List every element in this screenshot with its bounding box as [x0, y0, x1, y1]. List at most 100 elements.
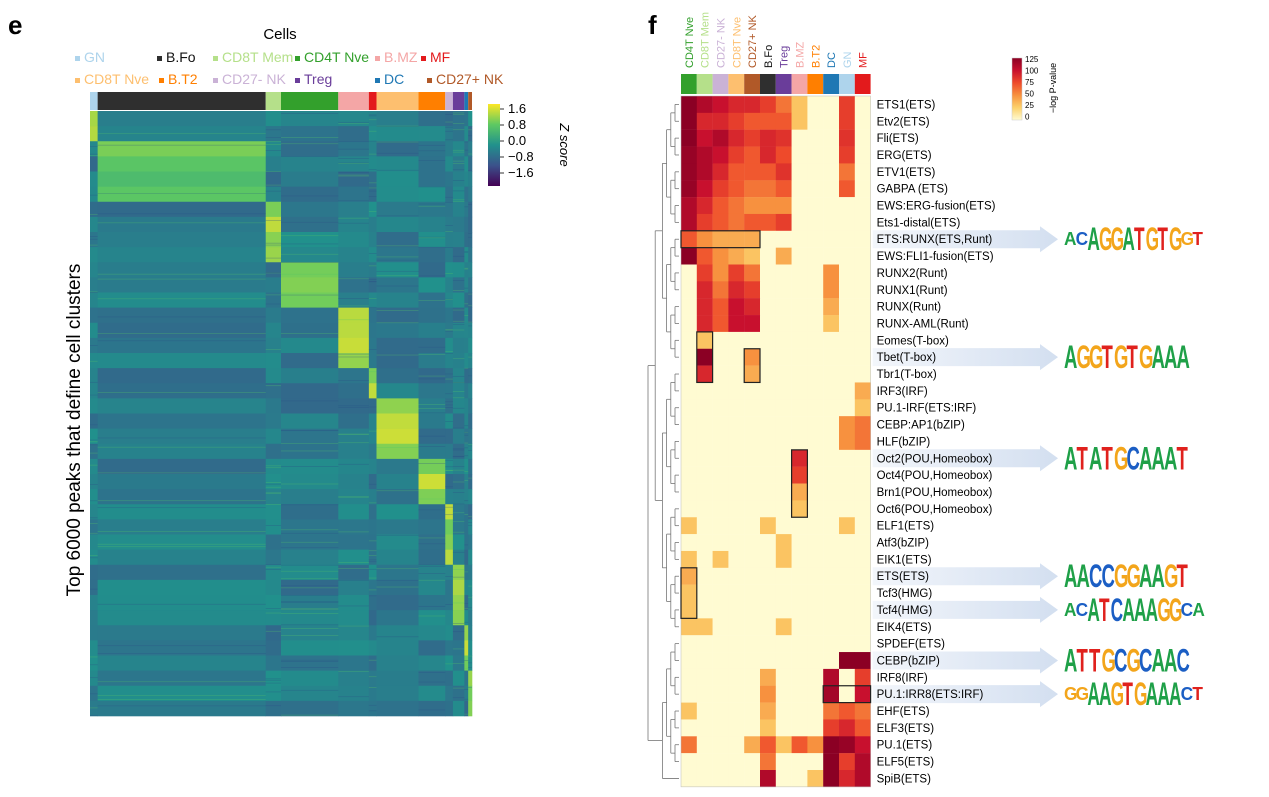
motif-logo-letter: A	[1087, 594, 1099, 629]
heatmap-texture	[452, 113, 465, 115]
motif-heatmap-cell	[696, 129, 713, 147]
heatmap-texture	[368, 561, 377, 563]
heatmap-texture	[468, 524, 472, 526]
heatmap-texture	[265, 682, 281, 684]
heatmap-cell	[418, 262, 446, 278]
heatmap-texture	[265, 257, 281, 259]
heatmap-cell	[281, 549, 339, 566]
motif-heatmap-cell	[681, 281, 697, 299]
motif-logo-letter: A	[1152, 339, 1165, 376]
motif-logo: A A C C GGA A GT	[1064, 558, 1188, 595]
motif-heatmap-cell	[696, 146, 713, 164]
heatmap-cell	[445, 307, 454, 324]
motif-logo-letter: A	[1164, 642, 1177, 679]
motif-heatmap-cell	[712, 298, 729, 316]
heatmap-cell	[338, 595, 370, 611]
heatmap-cell	[97, 156, 267, 172]
heatmap-cell	[281, 337, 339, 354]
heatmap-texture	[464, 480, 469, 481]
motif-heatmap-cell	[728, 96, 745, 114]
heatmap-texture	[281, 504, 339, 506]
heatmap-texture	[452, 481, 465, 483]
motif-heatmap-cell	[681, 96, 697, 114]
motif-heatmap-cell	[681, 197, 697, 215]
heatmap-cell	[452, 307, 465, 324]
heatmap-cell	[368, 398, 377, 414]
motif-heatmap-cell	[839, 702, 855, 720]
heatmap-cell	[265, 443, 282, 460]
legend-swatch	[157, 56, 162, 61]
motif-heatmap-cell	[712, 770, 729, 788]
heatmap-cell	[452, 186, 465, 203]
heatmap-texture	[468, 445, 472, 447]
motif-heatmap-cell	[807, 163, 824, 181]
heatmap-cell	[464, 368, 469, 384]
motif-column-swatch	[775, 74, 792, 94]
motif-heatmap-cell	[760, 652, 776, 670]
motif-column-label: CD4T Nve	[684, 17, 696, 68]
legend-swatch	[375, 56, 380, 61]
heatmap-cell	[445, 111, 454, 127]
motif-heatmap-cell	[823, 247, 840, 265]
heatmap-texture	[468, 662, 472, 664]
heatmap-cell	[265, 383, 282, 399]
heatmap-cell	[368, 292, 377, 308]
motif-logo-letter: C	[1111, 594, 1123, 629]
heatmap-cell	[464, 489, 469, 505]
motif-column-swatch	[760, 74, 776, 94]
heatmap-cell	[281, 504, 339, 520]
motif-heatmap-cell	[791, 315, 808, 333]
heatmap-cell	[338, 700, 370, 717]
legend-swatch	[159, 78, 164, 83]
heatmap-cell	[90, 232, 98, 248]
highlight-box	[696, 331, 714, 384]
heatmap-texture	[464, 287, 469, 289]
heatmap-texture	[376, 568, 419, 570]
heatmap-cell	[265, 685, 282, 702]
heatmap-cell	[368, 126, 377, 142]
motif-heatmap-cell	[823, 382, 840, 400]
heatmap-texture	[338, 531, 369, 533]
heatmap-cell	[368, 156, 377, 172]
heatmap-texture	[464, 425, 469, 427]
heatmap-cell	[468, 247, 473, 263]
motif-column-label: CD8T Nve	[731, 17, 743, 68]
heatmap-texture	[97, 298, 266, 300]
heatmap-cell	[464, 262, 469, 278]
heatmap-cell	[281, 670, 339, 687]
heatmap-texture	[90, 394, 98, 396]
motif-row-label: ETV1(ETS)	[877, 167, 936, 179]
heatmap-texture	[418, 709, 446, 711]
heatmap-cell	[90, 504, 98, 520]
heatmap-texture	[452, 602, 465, 604]
heatmap-cell	[97, 322, 267, 339]
heatmap-texture	[338, 463, 369, 465]
motif-logo: A C A T C A A A GGC A	[1064, 594, 1205, 629]
motif-heatmap-cell	[744, 247, 761, 265]
motif-heatmap-cell	[775, 618, 792, 636]
motif-column-color-bar	[681, 74, 871, 94]
motif-heatmap-cell	[775, 416, 792, 434]
motif-heatmap-cell	[681, 702, 697, 720]
motif-heatmap-cell	[760, 567, 776, 585]
heatmap-texture	[418, 375, 446, 377]
heatmap-cell	[376, 610, 419, 626]
motif-heatmap-cell	[712, 281, 729, 299]
heatmap-cell	[468, 171, 473, 187]
motif-row-label: RUNX(Runt)	[877, 302, 942, 314]
heatmap-cell	[338, 247, 370, 263]
heatmap-cell	[464, 292, 469, 308]
heatmap-cell	[90, 549, 98, 566]
heatmap-texture	[376, 354, 419, 356]
heatmap-cell	[445, 383, 454, 399]
heatmap-cell	[90, 534, 98, 550]
heatmap-texture	[468, 293, 472, 295]
motif-logo-letter: A	[1064, 642, 1077, 679]
heatmap-texture	[376, 270, 419, 272]
motif-heatmap-cell	[696, 550, 713, 568]
heatmap-texture	[445, 298, 453, 300]
motif-logo-letter: G	[1064, 684, 1077, 705]
heatmap-texture	[338, 696, 369, 698]
motif-heatmap-cell	[839, 146, 855, 164]
